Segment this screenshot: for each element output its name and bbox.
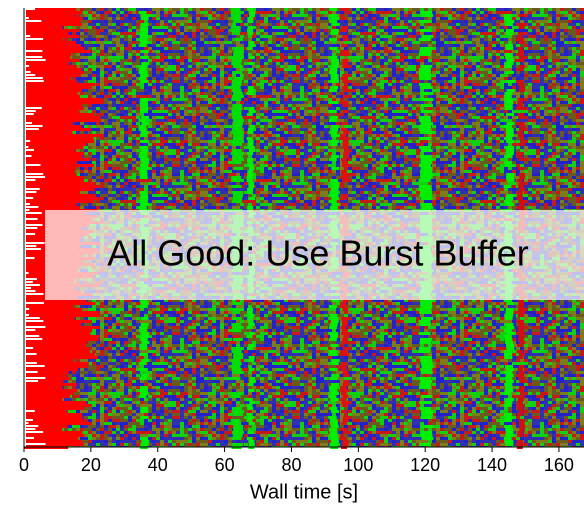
annotation: All Good: Use Burst Buffer	[107, 233, 529, 274]
x-tick-label: 40	[148, 455, 168, 475]
x-axis-label: Wall time [s]	[250, 481, 358, 503]
x-tick-label: 0	[19, 455, 29, 475]
annotation-band	[45, 210, 584, 300]
x-tick-label: 100	[343, 455, 373, 475]
x-tick-label: 20	[81, 455, 101, 475]
x-tick-label: 140	[477, 455, 507, 475]
x-tick-label: 80	[281, 455, 301, 475]
x-tick-label: 60	[215, 455, 235, 475]
x-tick-label: 120	[410, 455, 440, 475]
x-tick-label: 160	[544, 455, 574, 475]
